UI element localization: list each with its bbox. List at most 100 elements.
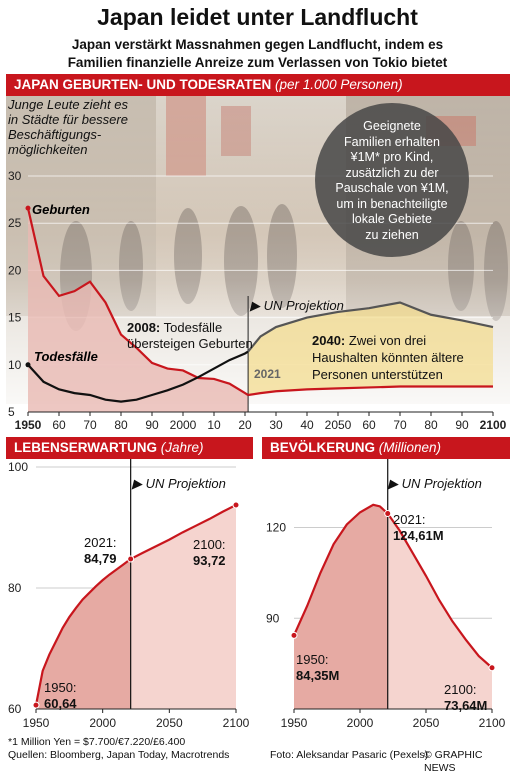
births-projection-line: [247, 385, 493, 397]
y-tick-label: 120: [266, 521, 286, 535]
annotation-2040-text: Zwei von drei: [348, 333, 427, 348]
x-tick-label: 70: [393, 418, 407, 432]
projection-text: UN Projektion: [263, 298, 344, 313]
x-tick-label: 2000: [89, 716, 116, 730]
bubble-line: lokale Gebiete: [352, 212, 432, 226]
birth-death-chart: 30 25 20 15 10 5 1950 60 70 80 90 2000 10 20 30 40 2050…: [8, 169, 507, 432]
brand-credit: © GRAPHIC NEWS: [424, 749, 483, 774]
deaths-line: [27, 350, 249, 403]
life-expectancy-band: LEBENSERWARTUNG (Jahre): [6, 437, 253, 459]
x-tick-label: 2100: [223, 716, 250, 730]
data-point: [127, 555, 135, 563]
bubble-line: zusätzlich zu der: [345, 165, 439, 180]
annotation-2008-text: Todesfälle: [163, 320, 223, 335]
data-point: [232, 501, 240, 509]
chart-areas: [28, 175, 493, 413]
data-point: [290, 631, 298, 639]
projection-arrow-icon: ▶: [132, 476, 142, 491]
y-tick-label: 10: [8, 358, 22, 372]
projection-area: [130, 504, 236, 709]
data-line: [34, 504, 237, 706]
life-label-1950: 1950: 60,64: [44, 680, 77, 712]
x-axis-ticks: 1950 60 70 80 90 2000 10 20 30 40 2050 60 70 80 90 2100: [15, 411, 507, 432]
life-band-unit: (Jahre): [160, 440, 204, 455]
population-band: BEVÖLKERUNG (Millionen): [262, 437, 510, 459]
bubble-line: Geeignete: [363, 119, 421, 133]
x-tick-label: 60: [52, 418, 66, 432]
annotation-2040-text: Haushalten könnten ältere: [312, 350, 464, 365]
y-tick-label: 90: [266, 611, 280, 625]
migration-note: Junge Leute zieht es in Städte für besse…: [8, 97, 128, 157]
pop-label-2021: 2021: 124,61M: [393, 512, 444, 544]
year-2021-label: 2021: [254, 367, 281, 381]
x-tick-label: 80: [424, 418, 438, 432]
label-year: 1950:: [296, 652, 329, 667]
x-tick-label: 20: [238, 418, 252, 432]
birth-death-band-unit: (per 1.000 Personen): [275, 77, 403, 92]
x-tick-label: 1950: [15, 418, 42, 432]
data-point: [384, 510, 392, 518]
y-axis-ticks: 30 25 20 15 10 5: [8, 169, 22, 419]
annotation-2040: 2040: Zwei von drei Haushalten könnten ä…: [312, 332, 464, 383]
x-tick-label: 2050: [413, 716, 440, 730]
annotation-2008: 2008: Todesfälle übersteigen Geburten: [127, 320, 253, 352]
migration-note-line: in Städte für bessere: [8, 112, 128, 127]
projection-label-top: ▶ UN Projektion: [250, 298, 344, 314]
x-tick-label: 2100: [479, 716, 506, 730]
bubble-line: zu ziehen: [365, 227, 419, 242]
subtitle-line-2: Familien finanzielle Anreize zum Verlass…: [67, 55, 448, 70]
migration-note-line: Junge Leute zieht es: [8, 97, 128, 112]
life-label-2100: 2100: 93,72: [193, 537, 226, 569]
births-area: [28, 208, 249, 412]
x-tick-label: 70: [83, 418, 97, 432]
x-tick-label: 10: [207, 418, 221, 432]
label-value: 60,64: [44, 696, 77, 711]
bubble-line: Familien erhalten: [344, 134, 440, 149]
y-tick-label: 80: [8, 581, 22, 595]
label-value: 93,72: [193, 553, 226, 568]
label-value: 124,61M: [393, 528, 444, 543]
photo-credit: Foto: Aleksandar Pasaric (Pexels): [270, 749, 429, 761]
label-year: 2021:: [393, 512, 426, 527]
historical-area: [294, 504, 388, 709]
data-point: [488, 664, 496, 672]
pop-band-unit: (Millionen): [378, 440, 442, 455]
x-tick-label: 80: [114, 418, 128, 432]
x-tick-label: 2000: [347, 716, 374, 730]
label-year: 2100:: [193, 537, 226, 552]
x-tick-label: 2050: [325, 418, 352, 432]
x-tick-label: 40: [300, 418, 314, 432]
label-value: 73,64M: [444, 698, 488, 713]
projection-area: [387, 513, 492, 709]
births-start-point: [25, 205, 31, 211]
x-tick-label: 90: [145, 418, 159, 432]
births-line: [26, 207, 249, 396]
y-tick-label: 15: [8, 311, 22, 325]
pop-projection-label: ▶ UN Projektion: [388, 476, 482, 492]
subtitle-line-1: Japan verstärkt Massnahmen gegen Landflu…: [71, 37, 444, 52]
x-tick-label: 1950: [23, 716, 50, 730]
annotation-2008-year: 2008:: [127, 320, 161, 335]
series-label-births: Geburten: [32, 202, 90, 217]
y-tick-label: 20: [8, 263, 22, 277]
bubble-line: ¥1M* pro Kind,: [350, 150, 434, 164]
x-tick-label: 1950: [281, 716, 308, 730]
label-year: 1950:: [44, 680, 77, 695]
footnote: *1 Million Yen = $7.700/€7.220/£6.400: [8, 736, 186, 748]
data-point: [32, 701, 40, 709]
deaths-projection-line: [247, 301, 494, 353]
projection-arrow-icon: ▶: [388, 476, 398, 491]
projection-arrow-icon: ▶: [250, 298, 260, 313]
projection-area: [248, 302, 493, 396]
x-tick-label: 90: [455, 418, 469, 432]
population-chart: 120 90 1950 2000 2050 2100: [266, 459, 506, 730]
migration-note-line: möglichkeiten: [8, 142, 88, 157]
life-projection-label: ▶ UN Projektion: [132, 476, 226, 492]
page-title: Japan leidet unter Landflucht: [97, 4, 418, 30]
label-value: 84,79: [84, 551, 117, 566]
annotation-2008-text: übersteigen Geburten: [127, 336, 253, 351]
sources: Quellen: Bloomberg, Japan Today, Macrotr…: [8, 749, 230, 761]
y-tick-label: 5: [8, 405, 15, 419]
migration-note-line: Beschäftigungs-: [8, 127, 102, 142]
